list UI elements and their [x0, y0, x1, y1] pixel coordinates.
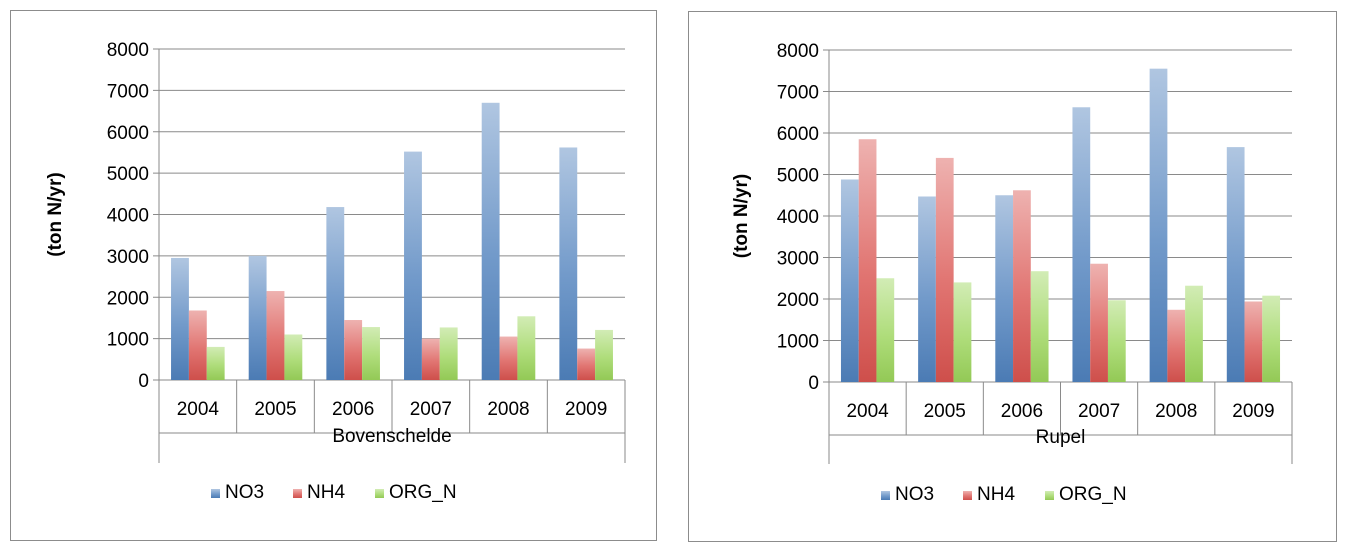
- chart-svg: 0 1000 2000 3000 4000 5000 6000 7000 8000 (ton N/…: [45, 40, 626, 503]
- bar-org-n: [595, 329, 613, 380]
- x-tick-label: 2006: [1001, 401, 1043, 422]
- bar-no3: [840, 179, 859, 382]
- x-tick-label: 2008: [1155, 401, 1197, 422]
- x-tick-label: 2005: [254, 399, 296, 420]
- bar-nh4: [1167, 309, 1186, 382]
- y-tick-label: 7000: [107, 81, 149, 102]
- y-tick-label: 8000: [777, 41, 819, 62]
- y-tick-label: 4000: [107, 206, 149, 227]
- x-tick-label: 2006: [332, 399, 374, 420]
- bar-nh4: [1090, 263, 1108, 382]
- legend-swatch: [963, 491, 972, 500]
- bar-nh4: [266, 291, 285, 380]
- chart-svg: 0 1000 2000 3000 4000 5000 6000 7000 8000 (ton N/…: [731, 41, 1293, 505]
- y-axis-label: (ton N/yr): [45, 172, 66, 256]
- bar-org-n: [953, 282, 972, 382]
- bar-org-n: [1107, 300, 1126, 382]
- y-tick-label: 2000: [777, 290, 819, 311]
- bar-org-n: [517, 316, 536, 380]
- legend-label: NH4: [307, 482, 345, 503]
- bar-no3: [995, 195, 1014, 382]
- bar-org-n: [876, 278, 895, 382]
- bar-no3: [326, 207, 345, 380]
- legend-label: ORG_N: [389, 482, 457, 503]
- y-tick-label: 6000: [107, 123, 149, 144]
- y-tick-label: 1000: [107, 330, 149, 351]
- bar-no3: [1072, 107, 1091, 383]
- bar-org-n: [362, 327, 380, 380]
- y-tick-label: 1000: [777, 332, 819, 353]
- y-tick-label: 8000: [107, 40, 149, 61]
- legend-swatch: [375, 489, 384, 498]
- x-tick-label: 2005: [924, 401, 966, 422]
- legend-swatch: [211, 489, 220, 498]
- chart-rupel: 0 1000 2000 3000 4000 5000 6000 7000 8000 (ton N/…: [688, 11, 1337, 542]
- bar-no3: [248, 255, 267, 380]
- x-group-label: Bovenschelde: [332, 426, 451, 447]
- y-tick-label: 3000: [107, 247, 149, 268]
- legend-label: NO3: [895, 484, 934, 505]
- bar-org-n: [1030, 271, 1049, 382]
- chart-bovenschelde: 0 1000 2000 3000 4000 5000 6000 7000 8000 (ton N/…: [10, 10, 657, 541]
- x-tick-label: 2004: [177, 399, 220, 420]
- bar-nh4: [577, 348, 596, 380]
- x-tick-label: 2007: [410, 399, 452, 420]
- bar-org-n: [1262, 295, 1281, 382]
- bar-nh4: [935, 157, 954, 382]
- legend-label: ORG_N: [1059, 484, 1127, 505]
- bar-org-n: [1185, 285, 1203, 382]
- y-tick-label: 7000: [777, 83, 819, 104]
- y-tick-label: 0: [138, 371, 149, 392]
- x-tick-label: 2007: [1078, 401, 1120, 422]
- x-tick-label: 2009: [1232, 401, 1274, 422]
- bar-org-n: [439, 327, 458, 380]
- x-tick-label: 2008: [487, 399, 529, 420]
- bar-no3: [1226, 147, 1245, 382]
- bar-nh4: [188, 310, 207, 380]
- legend-swatch: [1045, 491, 1054, 500]
- y-tick-label: 0: [808, 373, 819, 394]
- y-tick-label: 5000: [777, 166, 819, 187]
- bar-no3: [918, 196, 936, 382]
- bar-nh4: [1013, 190, 1031, 382]
- y-tick-label: 4000: [777, 207, 819, 228]
- y-tick-label: 2000: [107, 288, 149, 309]
- bar-nh4: [421, 338, 440, 380]
- x-group-label: Rupel: [1036, 427, 1086, 448]
- bar-nh4: [1244, 301, 1263, 382]
- y-tick-label: 5000: [107, 164, 149, 185]
- bar-nh4: [499, 336, 518, 380]
- bar-org-n: [284, 334, 303, 380]
- bar-nh4: [344, 320, 363, 380]
- legend-label: NH4: [977, 484, 1015, 505]
- bar-no3: [171, 257, 189, 380]
- bar-no3: [404, 151, 422, 380]
- bar-nh4: [858, 139, 877, 382]
- bar-no3: [481, 102, 500, 380]
- legend-label: NO3: [225, 482, 264, 503]
- y-axis-label: (ton N/yr): [731, 174, 752, 258]
- y-tick-label: 6000: [777, 124, 819, 145]
- legend-swatch: [881, 491, 890, 500]
- bar-org-n: [206, 346, 225, 380]
- bar-no3: [1149, 68, 1168, 383]
- x-tick-label: 2004: [846, 401, 889, 422]
- y-tick-label: 3000: [777, 249, 819, 270]
- legend-swatch: [293, 489, 302, 498]
- bar-no3: [559, 147, 578, 380]
- x-tick-label: 2009: [565, 399, 607, 420]
